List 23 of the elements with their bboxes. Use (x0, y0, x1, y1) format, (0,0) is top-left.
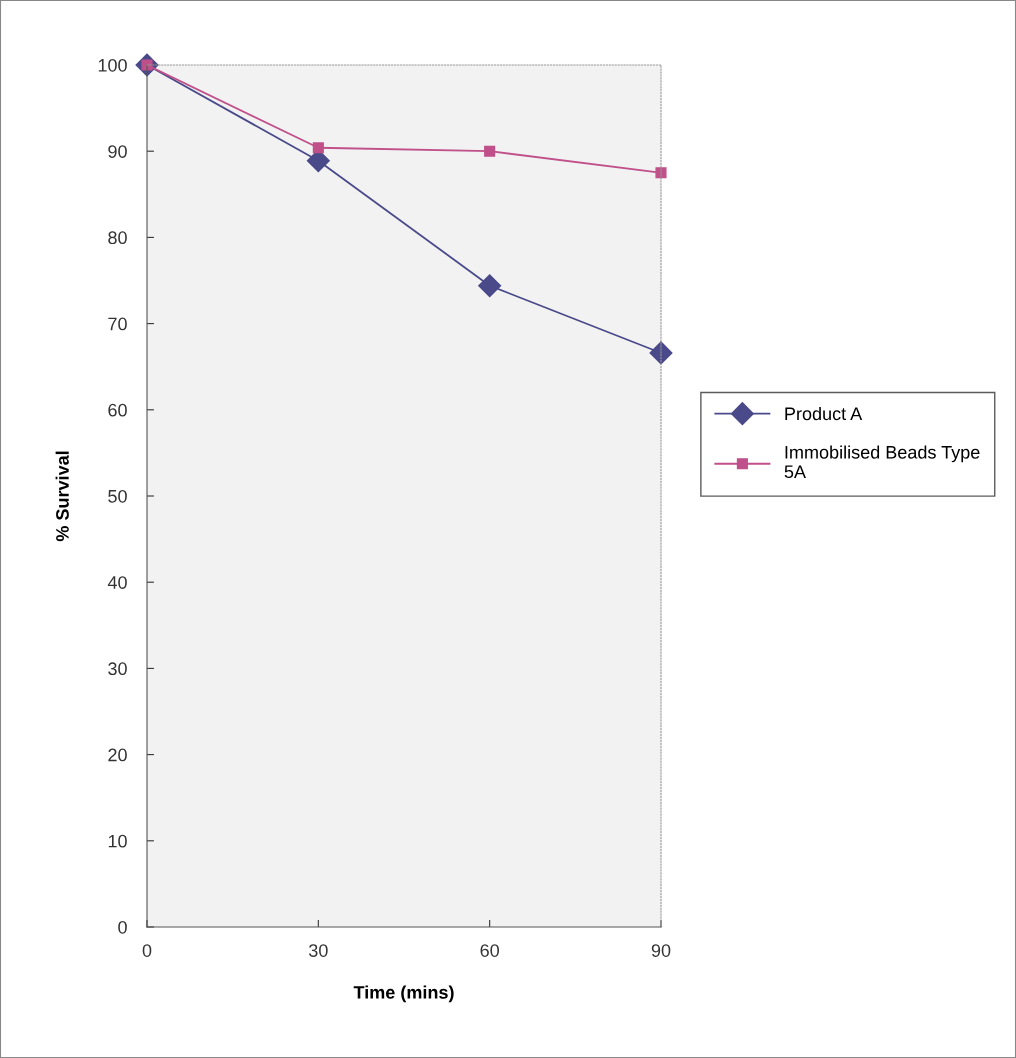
x-tick-label: 90 (651, 944, 671, 957)
y-tick-label: 20 (108, 748, 127, 762)
x-tick-label: 60 (480, 944, 499, 957)
point (655, 167, 667, 179)
legend-label: Immobilised Beads Type 5A (784, 445, 980, 479)
y-tick-label: 30 (108, 662, 127, 676)
y-tick-label: 50 (108, 489, 127, 503)
point (478, 274, 502, 298)
y-tick-label: 70 (108, 317, 127, 331)
y-tick-label: 80 (108, 231, 127, 245)
point (484, 145, 496, 157)
point (312, 142, 324, 154)
y-tick-label: 60 (108, 403, 127, 417)
x-tick-label: 30 (308, 944, 328, 957)
y-axis-title: % Survival (55, 451, 69, 542)
y-tick-label: 40 (107, 576, 127, 589)
y-tick-label: 100 (98, 58, 127, 72)
y-tick-label: 0 (118, 920, 127, 934)
x-axis-title: Time (mins) (353, 985, 454, 1003)
legend-label: Product A (785, 406, 863, 421)
x-tick-label: 0 (142, 944, 152, 957)
y-tick-label: 10 (108, 834, 127, 848)
y-tick-label: 90 (108, 145, 127, 158)
